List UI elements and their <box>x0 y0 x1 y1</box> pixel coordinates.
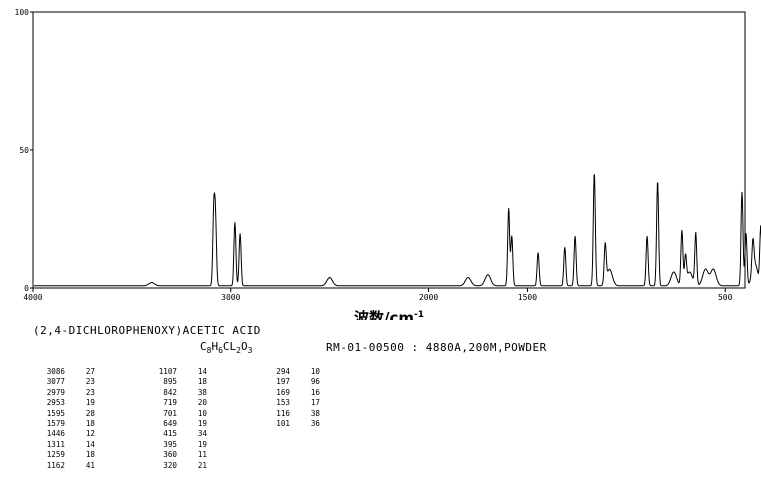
peak-row: 415 34 <box>145 429 207 439</box>
peak-row: 101 36 <box>258 419 320 429</box>
peak-table-column: 294 10 197 96 169 16 153 17 116 38 101 36 <box>258 367 320 429</box>
peak-intensity: 27 <box>85 367 95 376</box>
x-tick-label-0: 4000 <box>23 293 42 302</box>
peak-wavenumber: 1595 <box>46 408 65 418</box>
peak-intensity: 11 <box>197 450 207 460</box>
plot-frame <box>32 11 746 289</box>
peak-wavenumber: 1259 <box>46 450 65 460</box>
peak-row: 395 19 <box>145 440 207 450</box>
peak-wavenumber: 3077 <box>46 377 65 387</box>
peak-wavenumber: 153 <box>276 398 290 408</box>
peak-intensity: 19 <box>85 398 95 408</box>
peak-row: 320 21 <box>145 461 207 471</box>
peak-row: 197 96 <box>258 377 320 387</box>
peak-row: 3086 27 <box>33 367 95 377</box>
peak-row: 895 18 <box>145 377 207 387</box>
peak-wavenumber: 116 <box>276 408 290 418</box>
peak-row: 1259 18 <box>33 450 95 460</box>
peak-wavenumber: 294 <box>276 367 290 376</box>
compound-name: (2,4-DICHLOROPHENOXY)ACETIC ACID <box>33 324 261 337</box>
sample-info: RM-01-00500 : 4880A,200M,POWDER <box>326 341 547 354</box>
spectrum-line <box>34 174 761 287</box>
peak-table-column: 1107 14 895 18 842 38 719 20 701 10 649 19 415 34 395 1… <box>145 367 207 471</box>
peak-wavenumber: 895 <box>163 377 177 387</box>
peak-row: 1162 41 <box>33 461 95 471</box>
peak-wavenumber: 2979 <box>46 387 65 397</box>
x-tick-label-3: 1500 <box>518 293 537 302</box>
y-tick-label-2: 100 <box>15 8 30 17</box>
peak-intensity: 41 <box>85 460 95 470</box>
peak-row: 701 10 <box>145 409 207 419</box>
spectrum-chart: 0 50 100 4000 3000 2000 1500 500 波数/cm-1 <box>15 8 761 320</box>
peak-intensity: 19 <box>197 439 207 449</box>
peak-wavenumber: 3086 <box>46 367 65 376</box>
peak-row: 1579 18 <box>33 419 95 429</box>
peak-wavenumber: 1311 <box>46 439 65 449</box>
peak-wavenumber: 101 <box>276 419 290 429</box>
peak-wavenumber: 360 <box>163 450 177 460</box>
peak-row: 3077 23 <box>33 377 95 387</box>
peak-intensity: 16 <box>310 387 320 397</box>
peak-row: 169 16 <box>258 388 320 398</box>
peak-wavenumber: 320 <box>163 460 177 470</box>
peak-intensity: 18 <box>85 450 95 460</box>
peak-wavenumber: 1107 <box>158 367 177 376</box>
peak-intensity: 34 <box>197 429 207 439</box>
peak-intensity: 23 <box>85 377 95 387</box>
peak-intensity: 10 <box>197 408 207 418</box>
peak-intensity: 38 <box>197 387 207 397</box>
peak-row: 2979 23 <box>33 388 95 398</box>
peak-intensity: 36 <box>310 419 320 429</box>
peak-table-column: 3086 27 3077 23 2979 23 2953 19 1595 28 1579 18 1446… <box>33 367 95 471</box>
peak-row: 153 17 <box>258 398 320 408</box>
peak-intensity: 19 <box>197 419 207 429</box>
molecular-formula: C8H6CL2O3 <box>200 340 253 356</box>
peak-intensity: 38 <box>310 408 320 418</box>
peak-row: 1311 14 <box>33 440 95 450</box>
peak-wavenumber: 649 <box>163 419 177 429</box>
peak-intensity: 14 <box>85 439 95 449</box>
peak-intensity: 14 <box>197 367 207 376</box>
peak-wavenumber: 1162 <box>46 460 65 470</box>
peak-row: 719 20 <box>145 398 207 408</box>
peak-row: 360 11 <box>145 450 207 460</box>
peak-wavenumber: 1579 <box>46 419 65 429</box>
peak-row: 649 19 <box>145 419 207 429</box>
x-tick-label-1: 3000 <box>221 293 240 302</box>
peak-intensity: 17 <box>310 398 320 408</box>
peak-intensity: 18 <box>197 377 207 387</box>
peak-wavenumber: 395 <box>163 439 177 449</box>
peak-row: 1595 28 <box>33 409 95 419</box>
peak-wavenumber: 415 <box>163 429 177 439</box>
peak-wavenumber: 169 <box>276 387 290 397</box>
y-tick-label-0: 0 <box>24 284 29 293</box>
x-axis-ticks: 4000 3000 2000 1500 500 <box>23 288 733 302</box>
peak-intensity: 10 <box>310 367 320 376</box>
peak-intensity: 96 <box>310 377 320 387</box>
peak-intensity: 12 <box>85 429 95 439</box>
peak-row: 1107 14 <box>145 367 207 377</box>
x-tick-label-4: 500 <box>718 293 733 302</box>
peak-wavenumber: 2953 <box>46 398 65 408</box>
peak-wavenumber: 701 <box>163 408 177 418</box>
peak-row: 842 38 <box>145 388 207 398</box>
peak-wavenumber: 197 <box>276 377 290 387</box>
x-axis-title: 波数/cm-1 <box>354 309 424 320</box>
peak-row: 116 38 <box>258 409 320 419</box>
peak-intensity: 28 <box>85 408 95 418</box>
x-tick-label-2: 2000 <box>419 293 438 302</box>
peak-wavenumber: 719 <box>163 398 177 408</box>
peak-intensity: 23 <box>85 387 95 397</box>
peak-wavenumber: 1446 <box>46 429 65 439</box>
peak-wavenumber: 842 <box>163 387 177 397</box>
y-tick-label-1: 50 <box>19 146 29 155</box>
peak-intensity: 20 <box>197 398 207 408</box>
peak-row: 1446 12 <box>33 429 95 439</box>
peak-intensity: 21 <box>197 460 207 470</box>
peak-intensity: 18 <box>85 419 95 429</box>
y-axis-ticks: 0 50 100 <box>15 8 33 293</box>
peak-row: 294 10 <box>258 367 320 377</box>
peak-row: 2953 19 <box>33 398 95 408</box>
